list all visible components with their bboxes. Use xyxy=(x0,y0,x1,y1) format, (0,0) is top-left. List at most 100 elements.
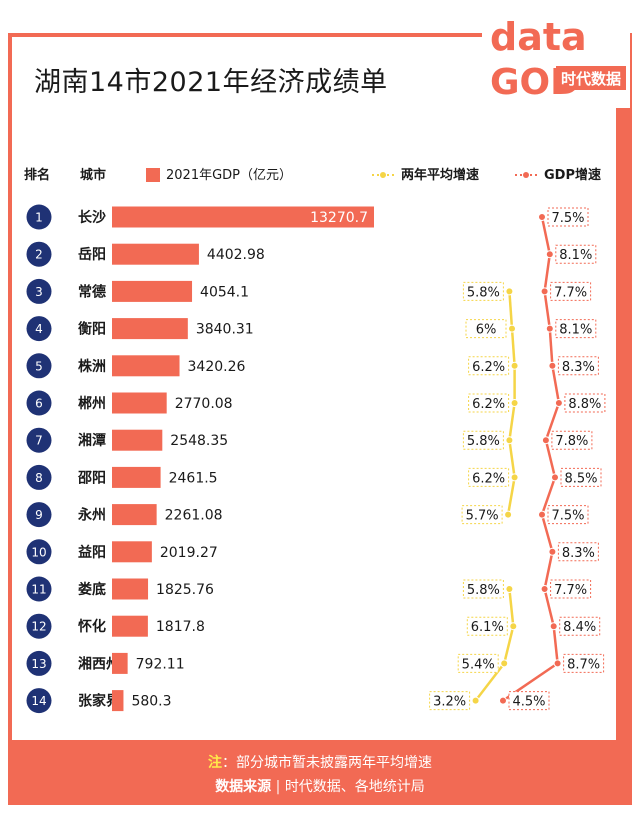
gdp-growth-label: 8.4% xyxy=(563,620,596,635)
gdp-growth-point xyxy=(540,585,549,593)
city-label: 永州 xyxy=(77,507,106,524)
logo-brand: 时代数据 xyxy=(561,70,621,88)
rank-number: 13 xyxy=(31,657,46,671)
footer-note: 注：部分城市暂未披露两年平均增速 xyxy=(0,752,640,772)
avg-growth-label: 3.2% xyxy=(433,695,466,710)
gdp-bar xyxy=(112,615,148,637)
rank-number: 5 xyxy=(35,359,43,373)
city-label: 邵阳 xyxy=(77,470,106,486)
gdp-value-label: 3420.26 xyxy=(188,359,246,375)
avg-growth-point xyxy=(510,361,519,370)
gdp-growth-label-box xyxy=(555,244,597,264)
gdp-growth-label-box xyxy=(557,542,599,562)
gdp-bar xyxy=(112,652,128,674)
gdp-growth-point xyxy=(540,287,549,296)
gdp-bar xyxy=(112,243,199,265)
gdp-growth-point xyxy=(548,361,557,370)
avg-growth-label: 5.8% xyxy=(467,583,500,598)
rank-badge xyxy=(26,353,52,379)
rank-badge xyxy=(26,502,52,528)
gdp-growth-label-box xyxy=(508,691,550,711)
city-label: 长沙 xyxy=(78,209,106,226)
gdp-growth-line-segment xyxy=(540,216,552,255)
logo-word: data xyxy=(490,15,587,59)
gdp-value-label: 4054.1 xyxy=(200,284,249,300)
gdp-growth-line-segment xyxy=(551,365,561,404)
city-label: 张家界 xyxy=(78,693,121,710)
gdp-bar xyxy=(112,690,124,712)
gdp-growth-point xyxy=(549,622,558,631)
rank-number: 2 xyxy=(35,248,43,262)
gdp-growth-label: 8.1% xyxy=(559,248,592,263)
avg-growth-label-box xyxy=(462,579,504,599)
rank-number: 1 xyxy=(35,211,43,225)
gdp-growth-label: 7.5% xyxy=(551,509,584,524)
growth-lines: 5.8% 6% 6.2% 6.2% 5.8% 6.2% 5.7% 5.8% 6.1% 5.4% 3.… xyxy=(429,207,606,711)
gdp-bar xyxy=(112,578,149,600)
source-label: 数据来源 xyxy=(215,779,272,795)
rank-number: 12 xyxy=(31,620,46,634)
gdp-growth-label-box xyxy=(559,616,601,636)
avg-growth-label: 5.8% xyxy=(467,285,500,300)
logo-brand-bg xyxy=(556,66,626,90)
avg-growth-label-box xyxy=(468,393,510,413)
rows: 1 长沙 13270.7 2 岳阳 4402.98 3 常德 4054.1 4 衡阳 3840.31 5… xyxy=(26,204,374,714)
rank-badge xyxy=(26,464,52,490)
gdp-growth-label: 4.5% xyxy=(512,695,545,710)
datagod-logo-icon: data GOD 时代数据 xyxy=(490,15,626,103)
gdp-growth-legend-icon xyxy=(515,172,537,178)
gdp-growth-label-box xyxy=(547,505,589,525)
avg-growth-line-segment xyxy=(508,402,516,441)
gdp-growth-line-segment xyxy=(543,588,555,627)
gdp-growth-legend-label: GDP增速 xyxy=(544,167,601,183)
rank-badge xyxy=(26,390,52,416)
city-label: 益阳 xyxy=(78,544,106,561)
avg-growth-point xyxy=(504,510,513,519)
avg-growth-label: 6% xyxy=(476,323,497,338)
source-divider: | xyxy=(275,779,281,795)
note-label: 注 xyxy=(208,755,222,771)
city-header: 城市 xyxy=(80,167,106,183)
gdp-bar xyxy=(112,392,167,414)
city-label: 岳阳 xyxy=(78,246,106,263)
rank-number: 8 xyxy=(35,471,43,485)
rank-badge xyxy=(26,613,52,639)
city-label: 怀化 xyxy=(78,618,106,635)
avg-growth-label: 6.2% xyxy=(472,360,505,375)
gdp-bar xyxy=(112,429,163,451)
avg-growth-line-segment xyxy=(508,440,516,478)
gdp-growth-label: 8.5% xyxy=(564,471,597,486)
gdp-growth-point xyxy=(545,250,554,259)
city-label: 衡阳 xyxy=(78,321,106,338)
gdp-growth-point xyxy=(554,399,563,407)
gdp-bar xyxy=(112,541,152,563)
rank-number: 7 xyxy=(35,434,43,448)
gdp-growth-label: 8.3% xyxy=(562,546,595,561)
rank-badge xyxy=(26,427,52,453)
footer-source: 数据来源 | 时代数据、各地统计局 xyxy=(0,776,640,796)
gdp-growth-label-box xyxy=(563,653,605,673)
gdp-growth-point xyxy=(545,324,554,333)
avg-legend-label: 两年平均增速 xyxy=(401,167,479,183)
gdp-growth-label-box xyxy=(564,393,606,413)
gdp-growth-line-segment xyxy=(548,328,554,366)
avg-growth-label: 6.2% xyxy=(472,471,505,486)
gdp-growth-label-box xyxy=(560,467,602,487)
avg-growth-label: 5.7% xyxy=(466,509,499,524)
avg-growth-line-segment xyxy=(502,625,515,664)
avg-growth-line-segment xyxy=(506,477,516,515)
gdp-growth-point xyxy=(541,436,550,445)
gdp-growth-label-box xyxy=(557,356,599,376)
avg-growth-label-box xyxy=(429,691,471,711)
avg-growth-point xyxy=(509,622,518,631)
gdp-value-label: 2019.27 xyxy=(160,545,218,561)
gdp-growth-label: 7.8% xyxy=(555,434,588,449)
avg-growth-point xyxy=(505,585,514,593)
gdp-growth-line-segment xyxy=(544,439,557,478)
gdp-growth-label: 7.7% xyxy=(554,285,587,300)
avg-growth-label: 5.8% xyxy=(467,434,500,449)
gdp-growth-line-segment xyxy=(544,402,561,441)
avg-growth-line-segment xyxy=(474,662,506,702)
avg-growth-point xyxy=(500,659,509,668)
gdp-growth-label: 7.5% xyxy=(551,211,584,226)
